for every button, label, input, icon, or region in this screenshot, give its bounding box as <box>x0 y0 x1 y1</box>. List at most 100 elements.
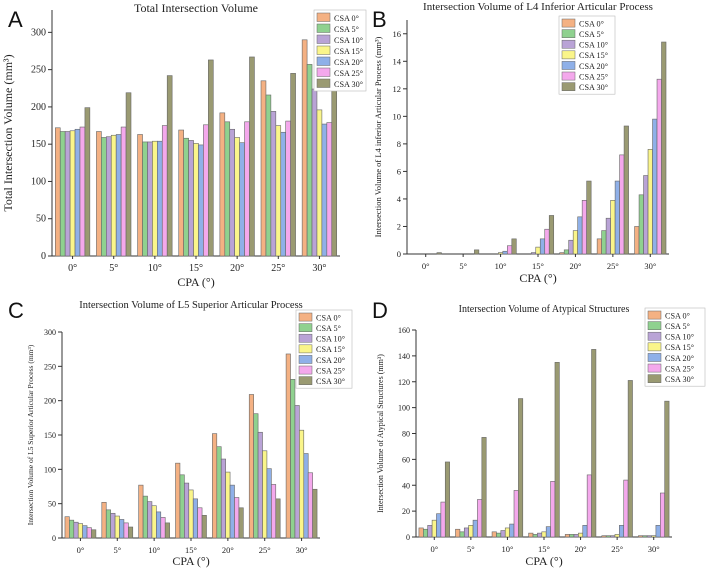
bar-a-2-6 <box>166 75 173 257</box>
legend-label: CSA 0° <box>334 14 359 23</box>
legend-swatch <box>298 333 313 343</box>
bar-a-4-3 <box>234 137 240 257</box>
bar-c-5-1 <box>253 413 259 539</box>
x-tick-label: 15° <box>538 544 550 554</box>
bar-c-0-1 <box>69 519 75 539</box>
bar-c-2-4 <box>156 511 162 539</box>
x-axis-label: CPA (°) <box>519 271 556 285</box>
x-tick-label: 10° <box>495 261 507 271</box>
bar-b-6-2 <box>643 175 649 255</box>
y-tick-label: 16 <box>393 29 402 39</box>
bar-c-1-5 <box>123 522 129 539</box>
bar-a-1-1 <box>101 137 107 257</box>
bar-c-4-3 <box>225 471 231 539</box>
bar-d-2-4 <box>509 523 515 538</box>
bar-a-1-5 <box>120 126 127 257</box>
legend-label: CSA 20° <box>334 58 363 67</box>
bar-d-0-4 <box>436 513 442 538</box>
chart-title: Intersection Volume of L5 Superior Artic… <box>79 300 303 311</box>
bar-b-4-3 <box>572 230 578 255</box>
legend-label: CSA 0° <box>316 313 341 322</box>
legend-label: CSA 15° <box>579 51 608 60</box>
y-tick-label: 2 <box>397 221 401 231</box>
bar-b-3-3 <box>535 246 541 255</box>
bar-c-5-0 <box>248 394 254 539</box>
bar-d-3-2 <box>537 532 543 538</box>
y-axis-label: Intersection Volume of Atypical Structur… <box>376 354 385 513</box>
bar-d-4-6 <box>591 349 597 538</box>
legend-label: CSA 30° <box>334 80 363 89</box>
bar-d-6-6 <box>664 400 670 538</box>
bar-b-1-6 <box>474 249 480 255</box>
x-tick-label: 20° <box>222 545 234 555</box>
legend-label: CSA 20° <box>665 354 694 363</box>
bar-d-4-2 <box>573 534 579 538</box>
bar-c-2-1 <box>142 495 148 539</box>
bar-c-5-6 <box>275 498 281 539</box>
bar-c-5-5 <box>271 484 277 539</box>
bar-c-2-5 <box>160 517 166 539</box>
y-tick-label: 300 <box>44 328 56 337</box>
bar-c-4-5 <box>234 497 240 539</box>
bar-d-4-4 <box>582 525 588 538</box>
legend-label: CSA 25° <box>665 364 694 373</box>
legend-label: CSA 0° <box>665 311 690 320</box>
legend-swatch <box>316 34 331 44</box>
bar-d-6-3 <box>651 535 657 538</box>
bar-a-4-1 <box>224 121 231 257</box>
y-tick-label: 0 <box>406 533 410 542</box>
bar-b-4-6 <box>586 180 592 255</box>
bar-c-6-5 <box>307 472 313 539</box>
bar-d-2-6 <box>518 398 524 538</box>
bar-a-3-6 <box>208 59 214 257</box>
bar-b-4-1 <box>563 249 569 255</box>
y-tick-label: 100 <box>44 465 56 474</box>
bar-a-1-6 <box>125 92 132 257</box>
bar-b-2-5 <box>507 245 513 255</box>
x-tick-label: 0° <box>77 545 85 555</box>
legend-swatch <box>298 376 313 385</box>
y-axis-label: Intersection Volume of L5 Superior Artic… <box>26 344 35 525</box>
legend-label: CSA 30° <box>665 375 694 384</box>
y-tick-label: 10 <box>393 111 402 121</box>
x-tick-label: 10° <box>148 263 162 274</box>
y-tick-label: 80 <box>402 430 410 439</box>
bar-d-0-6 <box>444 461 450 538</box>
legend-swatch <box>561 18 576 28</box>
legend-swatch <box>561 61 576 70</box>
legend-swatch <box>561 71 576 81</box>
bar-d-6-4 <box>655 525 661 538</box>
bar-b-4-5 <box>581 200 587 255</box>
legend-label: CSA 20° <box>316 356 345 365</box>
bar-a-0-1 <box>59 131 66 257</box>
bar-c-3-0 <box>175 462 181 539</box>
y-tick-label: 20 <box>402 507 410 516</box>
legend-swatch <box>647 310 662 320</box>
bar-a-3-1 <box>183 137 189 257</box>
bar-d-5-2 <box>610 535 616 538</box>
legend-swatch <box>647 342 662 352</box>
bar-c-1-0 <box>101 501 107 539</box>
x-tick-label: 30° <box>648 544 660 554</box>
bar-a-5-2 <box>270 111 277 257</box>
bar-a-0-2 <box>64 131 71 257</box>
bar-c-2-0 <box>138 484 144 539</box>
bar-d-5-1 <box>605 535 611 538</box>
legend-swatch <box>561 39 576 49</box>
x-tick-label: 5° <box>467 544 475 554</box>
x-axis-label: CPA (°) <box>525 554 562 568</box>
x-tick-label: 0° <box>422 261 430 271</box>
x-tick-label: 20° <box>575 544 587 554</box>
chart-panel-b: B Intersection Volume of L4 Inferior Arti… <box>372 1 669 285</box>
y-axis-label: Intersection Volume of L4 inferior Artic… <box>373 36 383 237</box>
x-axis-label: CPA (°) <box>172 554 209 568</box>
bar-d-2-3 <box>504 527 510 538</box>
legend: CSA 0° CSA 5° CSA 10° CSA 15° CSA 20° CSA 25°… <box>313 9 367 92</box>
bar-a-0-0 <box>54 127 61 257</box>
y-tick-label: 6 <box>397 166 401 176</box>
bar-c-6-3 <box>299 429 305 539</box>
bar-c-0-5 <box>86 527 92 539</box>
bar-c-4-4 <box>229 484 235 539</box>
legend-swatch <box>316 67 331 77</box>
bar-d-5-0 <box>601 535 607 538</box>
